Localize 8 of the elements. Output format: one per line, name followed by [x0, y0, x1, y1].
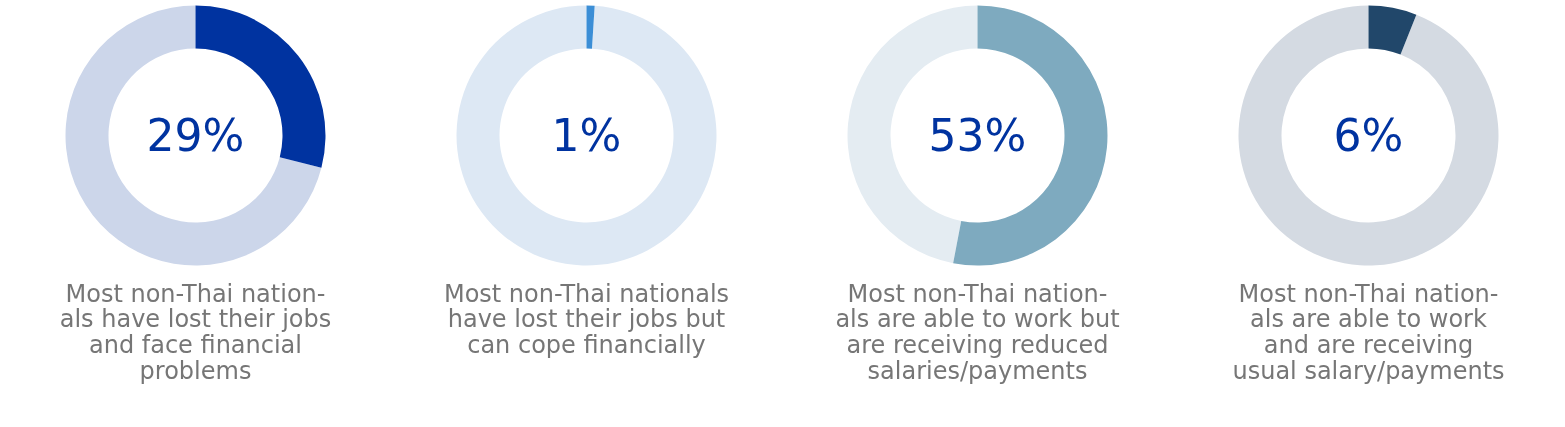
text: Most non-Thai nation- als are able to work and are receiving usual salary/payments [1232, 279, 1505, 385]
text: 53% [928, 110, 1027, 161]
text: 29% [146, 110, 245, 161]
text: 1% [551, 110, 622, 161]
text: Most non-Thai nationals have lost their jobs but can cope financially [443, 279, 730, 360]
text: Most non-Thai nation- als have lost their jobs and face financial problems [59, 279, 332, 385]
text: 6% [1333, 110, 1404, 161]
text: Most non-Thai nation- als are able to work but are receiving reduced salaries/payments [835, 279, 1120, 385]
